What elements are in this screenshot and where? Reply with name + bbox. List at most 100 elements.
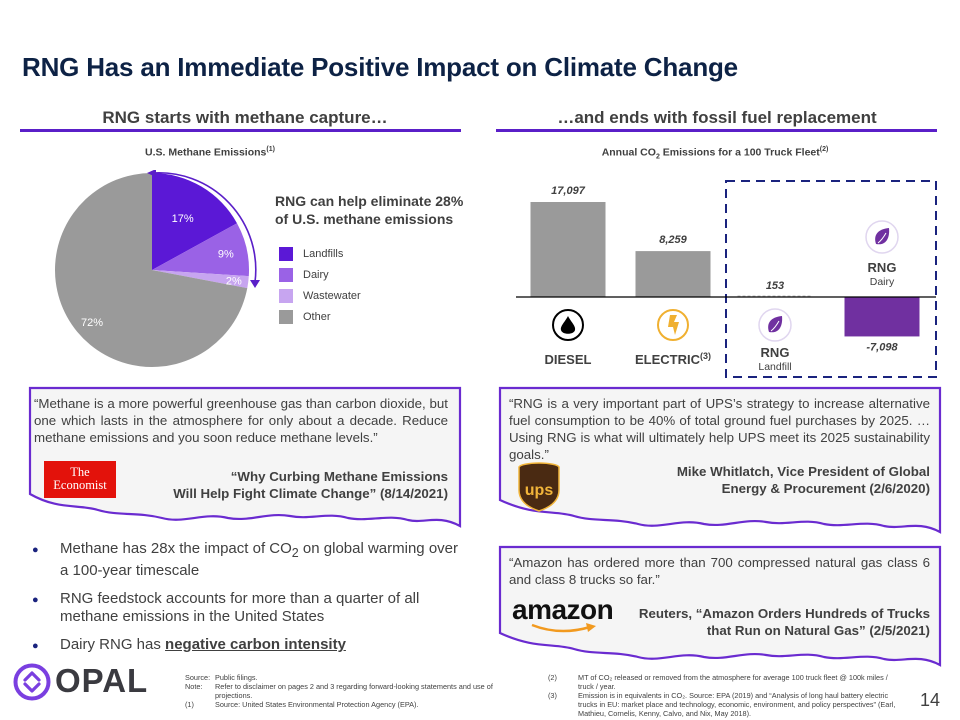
amazon-attribution-line2: that Run on Natural Gas” (2/5/2021): [706, 623, 930, 638]
category-label: DIESEL: [545, 352, 592, 367]
legend-item: Dairy: [279, 264, 361, 285]
legend-label: Wastewater: [303, 289, 361, 302]
pie-chart-title-footnote: (1): [266, 146, 275, 153]
bar-title-prefix: Annual CO: [601, 146, 656, 159]
footnote-row: Source: Public filings.: [185, 673, 530, 682]
bullet-text-part: on global warming over a 100-year timesc…: [60, 540, 459, 579]
footnote-text: MT of CO₂ released or removed from the a…: [578, 673, 888, 691]
footnote-key: (2): [548, 673, 557, 682]
category-label: RNG: [868, 260, 897, 275]
ups-quote: “RNG is a very important part of UPS’s s…: [509, 396, 930, 462]
key-points-list: ● Methane has 28x the impact of CO2 on g…: [30, 540, 460, 665]
bullet-text-sub: 2: [291, 546, 299, 560]
bullet-item: ● Methane has 28x the impact of CO2 on g…: [30, 540, 460, 580]
legend-item: Landfills: [279, 243, 361, 264]
ups-attribution: Mike Whitlatch, Vice President of Global…: [600, 463, 930, 497]
economist-attribution-line2: Will Help Fight Climate Change” (8/14/20…: [173, 486, 448, 501]
legend-swatch: [279, 288, 293, 303]
bar-value-label: 8,259: [659, 234, 687, 246]
footnote-text: Refer to disclaimer on pages 2 and 3 reg…: [215, 682, 493, 700]
left-section-rule: [20, 129, 461, 132]
category-sublabel: Landfill: [758, 361, 791, 373]
pie-slice-wastewater: [152, 270, 249, 289]
category-label: ELECTRIC(3): [635, 351, 711, 367]
oil-drop-icon: [552, 309, 584, 341]
amazon-attribution: Reuters, “Amazon Orders Hundreds of Truc…: [620, 605, 930, 639]
legend-swatch: [279, 267, 293, 282]
opal-logo-icon: [13, 663, 51, 701]
footnote-text: Public filings.: [215, 673, 258, 682]
pie-slice-dairy: [152, 223, 249, 277]
page-number: 14: [919, 690, 940, 710]
bar-chart-title: Annual CO2 Emissions for a 100 Truck Fle…: [530, 146, 900, 161]
lightning-icon: [657, 309, 689, 341]
bullet-item: ● RNG feedstock accounts for more than a…: [30, 590, 460, 626]
bullet-dot-icon: ●: [32, 594, 39, 606]
arc-arrowhead-start: [147, 170, 156, 177]
pie-label: 2%: [226, 275, 242, 287]
legend-label: Dairy: [303, 268, 329, 281]
bar-value-label: -7,098: [866, 341, 898, 353]
ups-logo: ups: [518, 462, 560, 512]
category-sublabel: Dairy: [870, 276, 895, 288]
footnote-text: Source: United States Environmental Prot…: [215, 700, 419, 709]
bullet-item: ● Dairy RNG has negative carbon intensit…: [30, 636, 460, 655]
co2-bar-chart: 17,097DIESEL8,259ELECTRIC(3)153RNGLandfi…: [516, 180, 937, 378]
footnote-row: (2) MT of CO₂ released or removed from th…: [548, 673, 898, 691]
footnote-row: (1) Source: United States Environmental P…: [185, 700, 530, 709]
footnote-text: Emission is in equivalents in CO₂. Sourc…: [578, 691, 896, 718]
bar-title-sub: 2: [655, 153, 660, 161]
footnote-key: (3): [548, 691, 557, 700]
footnote-key: Note:: [185, 682, 203, 691]
bullet-text-part: Dairy RNG has: [60, 636, 166, 653]
footnote-key: (1): [185, 700, 194, 709]
footnote-key: Source:: [185, 673, 211, 682]
legend-item: Wastewater: [279, 285, 361, 306]
legend-swatch: [279, 309, 293, 324]
footnotes-left: Source: Public filings. Note: Refer to disc…: [185, 673, 530, 709]
bar-electric: [635, 251, 711, 297]
bar-diesel: [530, 202, 606, 297]
bar-value-label: 153: [766, 280, 784, 292]
legend-item: Other: [279, 306, 361, 327]
footnote-row: (3) Emission is in equivalents in CO₂. So…: [548, 691, 898, 718]
left-section-heading: RNG starts with methane capture…: [102, 108, 388, 127]
legend-label: Other: [303, 310, 331, 323]
amazon-quote-frame: [498, 545, 942, 667]
economist-attribution: “Why Curbing Methane Emissions Will Help…: [150, 468, 448, 502]
pie-chart-title-text: U.S. Methane Emissions: [145, 146, 267, 159]
economist-logo: The Economist: [44, 461, 116, 498]
bar-title-footnote: (2): [819, 146, 829, 153]
opal-logo-text: OPAL: [55, 662, 149, 699]
pie-label: 72%: [81, 317, 103, 329]
ups-attribution-line2: Energy & Procurement (2/6/2020): [721, 481, 930, 496]
slide-title: RNG Has an Immediate Positive Impact on …: [22, 52, 738, 82]
economist-logo-line2: Economist: [53, 478, 107, 492]
bullet-emphasis: negative carbon intensity: [165, 636, 346, 653]
right-section-heading: …and ends with fossil fuel replacement: [557, 108, 877, 127]
right-section-rule: [496, 129, 937, 132]
footnote-row: Note: Refer to disclaimer on pages 2 and …: [185, 682, 530, 700]
bullet-text: Methane has 28x the impact of CO2 on glo…: [60, 540, 460, 580]
amazon-attribution-line1: Reuters, “Amazon Orders Hundreds of Truc…: [638, 606, 930, 621]
bar-value-label: 17,097: [551, 185, 586, 197]
leaf-icon: [865, 220, 899, 254]
pie-label: 9%: [218, 248, 234, 260]
footnotes-right: (2) MT of CO₂ released or removed from th…: [548, 673, 898, 718]
pie-slice-other: [55, 173, 248, 367]
rng-share-arc: [151, 171, 257, 283]
pie-label: 17%: [172, 213, 194, 225]
bullet-text: Dairy RNG has negative carbon intensity: [60, 636, 346, 655]
arc-arrowhead-end: [250, 280, 260, 288]
amazon-smile-icon: [531, 623, 596, 633]
amazon-logo: amazon: [512, 594, 614, 625]
pie-legend: Landfills Dairy Wastewater Other: [279, 243, 361, 327]
economist-attribution-line1: “Why Curbing Methane Emissions: [230, 469, 448, 484]
economist-logo-line1: The: [70, 465, 90, 479]
pie-slice-landfills: [152, 173, 238, 270]
ups-logo-text: ups: [525, 482, 554, 499]
category-label: RNG: [761, 345, 790, 360]
rng-highlight-box: [725, 180, 937, 378]
leaf-icon: [758, 308, 792, 342]
ups-quote-frame: [498, 386, 942, 534]
